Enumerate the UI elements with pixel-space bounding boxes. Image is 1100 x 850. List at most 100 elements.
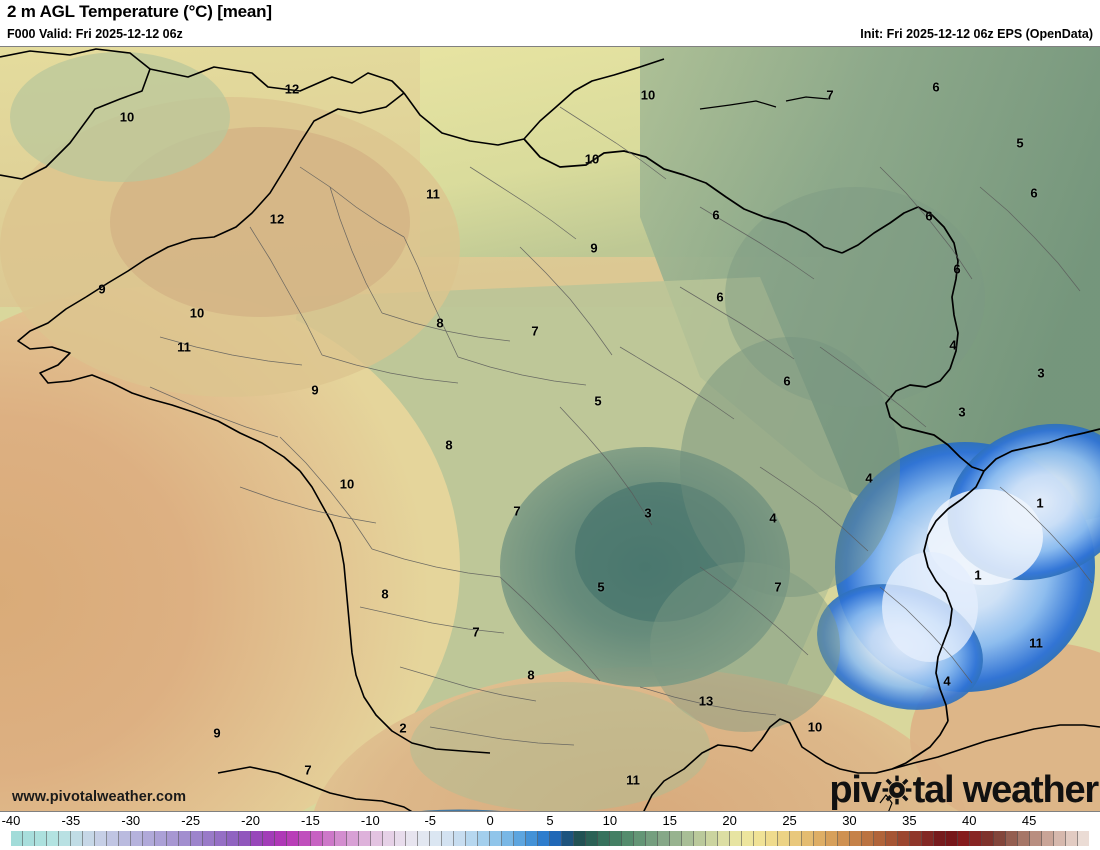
colorbar-segment [11, 831, 23, 846]
colorbar-segment [22, 831, 35, 846]
colorbar-tick: 45 [1021, 813, 1037, 828]
colorbar-tick: 25 [782, 813, 797, 828]
logo-text-before: piv [829, 769, 882, 811]
colorbar-segment [813, 831, 826, 846]
international-borders-layer [523, 138, 1100, 770]
field-massif-core [575, 482, 745, 622]
colorbar-gradient [11, 831, 1089, 846]
colorbar-segment [262, 831, 275, 846]
colorbar-segment [1065, 831, 1078, 846]
colorbar-segment [945, 831, 958, 846]
colorbar-segment [346, 831, 359, 846]
colorbar-segment [550, 831, 563, 846]
site-url-watermark: www.pivotalweather.com [12, 789, 187, 805]
colorbar-tick: -25 [181, 813, 201, 828]
colorbar-segment [82, 831, 95, 846]
colorbar-segment [598, 831, 611, 846]
colorbar-segment [46, 831, 59, 846]
colorbar-segment [418, 831, 431, 846]
gear-icon [882, 775, 912, 805]
colorbar-segment [250, 831, 263, 846]
colorbar-segment [454, 831, 467, 846]
colorbar-segment [370, 831, 383, 846]
colorbar-tick: -10 [360, 813, 380, 828]
colorbar-segment [682, 831, 695, 846]
colorbar-tick: 0 [486, 813, 494, 828]
logo-text-after: tal weather [912, 769, 1100, 811]
colorbar-segment [142, 831, 155, 846]
colorbar-segment [718, 831, 731, 846]
colorbar-segment [310, 831, 323, 846]
colorbar-segment [742, 831, 755, 846]
colorbar-segment [130, 831, 143, 846]
colorbar-segment [885, 831, 898, 846]
colorbar-segment [1017, 831, 1030, 846]
regional-boundaries-layer [149, 106, 1093, 746]
colorbar-segment [933, 831, 946, 846]
colorbar-segment [298, 831, 311, 846]
colorbar-segment [382, 831, 395, 846]
colorbar-segment [861, 831, 874, 846]
colorbar-segment [837, 831, 850, 846]
colorbar-segment [909, 831, 922, 846]
colorbar-segment [442, 831, 455, 846]
colorbar-segment [178, 831, 191, 846]
colorbar-segment [286, 831, 299, 846]
colorbar-tick: 10 [602, 813, 618, 828]
colorbar-segment [1053, 831, 1066, 846]
field-provence-hills [650, 562, 840, 732]
colorbar-segment [921, 831, 934, 846]
init-time-label: Init: Fri 2025-12-12 06z EPS (OpenData) [860, 27, 1093, 41]
colorbar-segment [634, 831, 647, 846]
colorbar-tick: -15 [301, 813, 320, 828]
field-aquitaine-south [410, 682, 710, 811]
colorbar-panel: -40 -35 -30 -25 -20 -15 -10 -5 0 5 10 15 20 25 30 35 40 4… [0, 812, 1100, 850]
colorbar-segment [658, 831, 671, 846]
field-franche-comte [680, 337, 900, 597]
colorbar-segment [466, 831, 479, 846]
colorbar-segment [334, 831, 347, 846]
colorbar-segment [873, 831, 886, 846]
colorbar-segment [514, 831, 527, 846]
colorbar-segment [358, 831, 371, 846]
map-header: 2 m AGL Temperature (°C) [mean] F000 Val… [0, 0, 1100, 46]
colorbar-tick: 5 [546, 813, 554, 828]
colorbar-segment [562, 831, 575, 846]
colorbar-segment [190, 831, 203, 846]
colorbar-segment [478, 831, 491, 846]
colorbar-segment [490, 831, 503, 846]
colorbar-segment [766, 831, 778, 846]
temperature-map[interactable]: 12 10 7 6 10 5 10 6 11 12 6 6 9 6 9 6 10 8 7 11 4 3 9 6 5 3 8 10 4 7 3… [0, 46, 1100, 812]
colorbar-segment [586, 831, 599, 846]
pivotal-weather-logo: piv [829, 769, 1100, 811]
colorbar-segment [214, 831, 227, 846]
colorbar-segment [622, 831, 635, 846]
colorbar-tick-labels: -40 -35 -30 -25 -20 -15 -10 -5 0 5 10 15 20 25 30 35 40 4… [0, 812, 1100, 830]
field-atlantic-warm [0, 287, 460, 811]
map-canvas [0, 47, 1100, 811]
colorbar-segment [70, 831, 83, 846]
colorbar-segment [274, 831, 287, 846]
valid-time-label: F000 Valid: Fri 2025-12-12 06z [7, 27, 183, 41]
field-channel-core [110, 127, 410, 317]
colorbar-tick: 35 [902, 813, 917, 828]
colorbar-tick: -35 [61, 813, 81, 828]
colorbar-segment [226, 831, 239, 846]
colorbar-segment [981, 831, 994, 846]
colorbar-segment [694, 831, 707, 846]
colorbar-segment [34, 831, 47, 846]
colorbar-segment [58, 831, 71, 846]
colorbar-tick: 30 [842, 813, 857, 828]
colorbar-segment [526, 831, 539, 846]
colorbar-segment [1077, 831, 1089, 846]
colorbar-tick: -30 [121, 813, 141, 828]
colorbar-segment [118, 831, 131, 846]
colorbar-tick: -5 [424, 813, 436, 828]
colorbar-segment [574, 831, 587, 846]
colorbar-segment [825, 831, 838, 846]
colorbar-tick: 20 [722, 813, 737, 828]
colorbar-tick: -40 [1, 813, 21, 828]
colorbar-tick: 40 [961, 813, 977, 828]
coastline-layer [0, 48, 1100, 811]
